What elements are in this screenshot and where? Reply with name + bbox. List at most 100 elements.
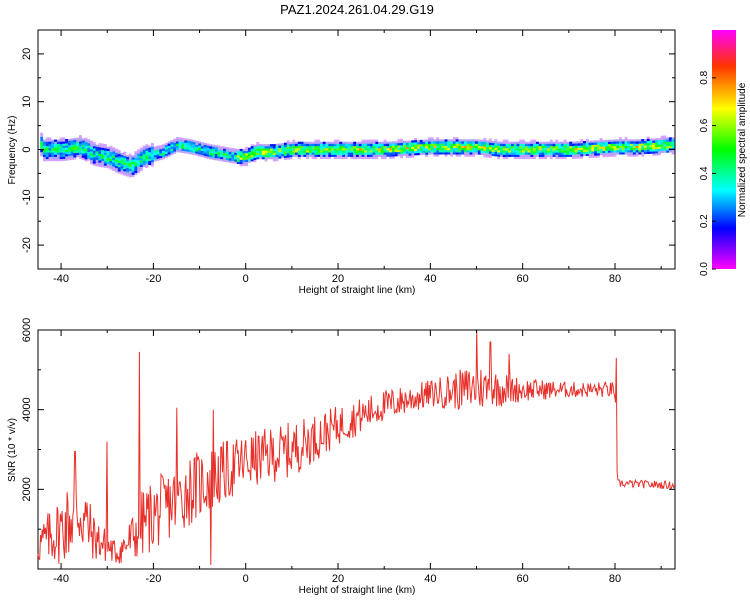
spectrogram-cell xyxy=(544,150,548,153)
spectrogram-cell xyxy=(92,152,96,156)
spectrogram-cell xyxy=(389,156,393,159)
spectrogram-cell xyxy=(555,148,559,151)
spectrogram-cell xyxy=(353,146,357,149)
spectrogram-x-tick-label: 60 xyxy=(517,273,529,285)
spectrogram-cell xyxy=(317,146,321,149)
spectrogram-cell xyxy=(84,137,88,140)
spectrogram-cell xyxy=(344,141,348,145)
spectrogram-cell xyxy=(585,138,589,141)
spectrogram-cell xyxy=(137,166,141,169)
spectrogram-cell xyxy=(486,153,490,156)
spectrogram-cell xyxy=(148,147,152,151)
spectrogram-cell xyxy=(477,152,481,155)
spectrogram-cell xyxy=(535,154,539,157)
spectrogram-cell xyxy=(358,148,362,151)
spectrogram-cell xyxy=(569,148,573,151)
spectrogram-cell xyxy=(666,148,670,151)
spectrogram-cell xyxy=(42,152,46,155)
spectrogram-cell xyxy=(367,139,370,142)
spectrogram-cell xyxy=(367,152,370,155)
spectrogram-cell xyxy=(447,141,451,144)
spectrogram-cell xyxy=(643,149,647,152)
spectrogram-cell xyxy=(652,142,656,145)
spectrogram-cell xyxy=(483,152,487,156)
spectrogram-cell xyxy=(139,164,143,167)
spectrogram-cell xyxy=(195,142,199,146)
spectrogram-cell xyxy=(372,141,376,145)
spectrogram-cell xyxy=(605,144,609,147)
spectrogram-cell xyxy=(524,148,528,151)
spectrogram-cell xyxy=(588,144,592,148)
spectrogram-cell xyxy=(494,151,498,155)
spectrogram-cell xyxy=(303,150,307,153)
spectrogram-cell xyxy=(585,149,589,152)
spectrogram-cell xyxy=(231,152,235,155)
spectrogram-cell xyxy=(367,150,370,153)
spectrogram-cell xyxy=(607,143,611,147)
spectrogram-cell xyxy=(247,154,251,157)
spectrogram-cell xyxy=(342,146,345,149)
spectrogram-cell xyxy=(558,141,562,145)
spectrogram-cell xyxy=(541,143,545,147)
spectrogram-cell xyxy=(502,150,506,153)
spectrogram-cell xyxy=(231,160,235,164)
spectrogram-cell xyxy=(577,141,581,144)
spectrogram-cell xyxy=(569,152,573,155)
spectrogram-cell xyxy=(414,144,417,147)
spectrogram-cell xyxy=(317,154,321,157)
spectrogram-cell xyxy=(92,150,96,153)
spectrogram-cell xyxy=(95,149,99,152)
spectrogram-cell xyxy=(607,154,611,158)
spectrogram-cell xyxy=(535,148,539,151)
spectrogram-cell xyxy=(48,139,52,142)
spectrogram-cell xyxy=(355,156,359,160)
spectrogram-cell xyxy=(175,143,179,146)
spectrogram-cell xyxy=(156,156,160,159)
spectrogram-cell xyxy=(466,145,470,149)
spectrogram-cell xyxy=(65,156,69,159)
spectrogram-cell xyxy=(236,148,240,152)
spectrogram-cell xyxy=(42,139,46,142)
spectrogram-cell xyxy=(278,156,282,159)
spectrogram-cell xyxy=(400,140,404,144)
spectrogram-cell xyxy=(497,143,501,146)
spectrogram-cell xyxy=(566,146,570,149)
spectrogram-cell xyxy=(292,150,296,153)
spectrogram-cell xyxy=(411,142,415,145)
spectrogram-cell xyxy=(101,156,105,159)
spectrogram-cell xyxy=(117,169,121,172)
spectrogram-cell xyxy=(78,141,82,144)
spectrogram-cell xyxy=(333,141,337,145)
spectrogram-cell xyxy=(605,148,609,151)
spectrogram-cell xyxy=(336,143,340,147)
spectrogram-cell xyxy=(267,144,271,147)
spectrogram-cell xyxy=(117,156,121,159)
spectrogram-cell xyxy=(655,138,658,141)
spectrogram-cell xyxy=(497,156,501,159)
spectrogram-cell xyxy=(253,151,257,154)
spectrogram-cell xyxy=(222,148,226,152)
spectrogram-cell xyxy=(547,146,550,149)
snr-x-tick-label: 80 xyxy=(609,573,621,585)
spectrogram-cell xyxy=(364,146,368,149)
spectrogram-cell xyxy=(408,144,412,148)
spectrogram-cell xyxy=(619,137,622,140)
spectrogram-cell xyxy=(571,147,575,151)
spectrogram-cell xyxy=(522,141,526,145)
spectrogram-cell xyxy=(256,146,260,149)
spectrogram-cell xyxy=(103,161,107,164)
spectrogram-cell xyxy=(668,150,672,153)
spectrogram-cell xyxy=(164,145,168,148)
spectrogram-cell xyxy=(48,150,52,153)
spectrogram-cell xyxy=(450,139,454,142)
spectrogram-cell xyxy=(145,148,149,151)
spectrogram-cell xyxy=(541,141,545,145)
spectrogram-cell xyxy=(635,143,639,146)
spectrogram-cell xyxy=(164,142,168,146)
spectrogram-cell xyxy=(486,144,490,147)
spectrogram-cell xyxy=(671,137,675,140)
spectrogram-cell xyxy=(300,154,304,157)
spectrogram-cell xyxy=(502,152,506,155)
spectrogram-cell xyxy=(40,149,44,153)
